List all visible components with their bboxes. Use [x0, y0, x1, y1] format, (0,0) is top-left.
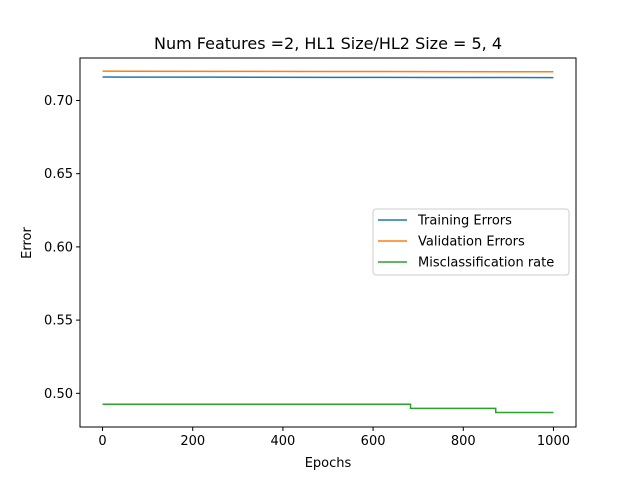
x-tick-label: 600 — [361, 434, 386, 449]
legend-box — [372, 208, 570, 276]
series-line-2 — [102, 70, 554, 73]
y-axis: 0.50 0.55 0.60 0.65 0.70 — [44, 94, 80, 402]
legend-label-1: Training Errors — [417, 214, 512, 229]
legend-entries: Training Errors Validation Errors Misclass… — [378, 214, 554, 271]
y-tick-label: 0.55 — [44, 314, 73, 329]
y-tick-label: 0.50 — [44, 387, 73, 402]
x-tick-label: 0 — [98, 434, 106, 449]
x-tick-label: 1000 — [537, 434, 570, 449]
series-line-1 — [102, 76, 554, 79]
legend: Training Errors Validation Errors Misclass… — [372, 208, 570, 276]
series-layer — [102, 70, 554, 414]
y-tick-label: 0.70 — [44, 94, 73, 109]
x-axis: 0 200 400 600 800 1000 — [98, 427, 570, 449]
legend-label-3: Misclassification rate — [418, 256, 554, 271]
x-tick-label: 200 — [180, 434, 205, 449]
y-tick-label: 0.65 — [44, 167, 73, 182]
y-axis-title: Error — [20, 227, 35, 259]
plot-area-frame — [79, 57, 577, 428]
x-tick-label: 400 — [270, 434, 295, 449]
series-line-3 — [102, 403, 554, 414]
y-tick-label: 0.60 — [44, 240, 73, 255]
chart-title: Num Features =2, HL1 Size/HL2 Size = 5, … — [154, 34, 502, 53]
x-axis-title: Epochs — [305, 456, 352, 471]
x-tick-label: 800 — [451, 434, 476, 449]
legend-label-2: Validation Errors — [418, 235, 525, 250]
